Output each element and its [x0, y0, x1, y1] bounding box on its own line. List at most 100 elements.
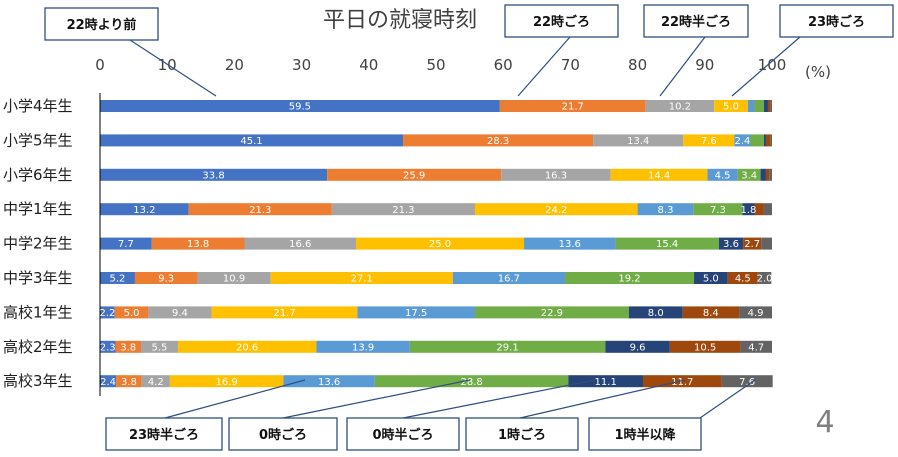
- value-label: 5.0: [703, 274, 719, 285]
- category-label: 中学3年生: [3, 269, 73, 287]
- value-label: 7.6: [701, 136, 717, 147]
- callout-box: [643, 4, 749, 38]
- bar-segment: [740, 340, 772, 353]
- callout-box: [105, 417, 223, 451]
- callout-leader-line: [129, 39, 217, 97]
- bar-segment: [628, 306, 683, 319]
- value-label: 8.4: [703, 308, 719, 319]
- category-label: 小学5年生: [3, 131, 73, 149]
- category-labels: 小学4年生小学5年生小学6年生中学1年生中学2年生中学3年生高校1年生高校2年生…: [3, 97, 73, 390]
- bar-segment: [100, 375, 117, 388]
- value-label: 21.3: [392, 205, 414, 216]
- callout-label: 23時半ごろ: [129, 427, 199, 443]
- value-label: 17.5: [405, 308, 427, 319]
- value-label: 13.9: [352, 342, 374, 353]
- callout-label: 22時半ごろ: [661, 14, 731, 30]
- callout-leader-line: [699, 379, 756, 419]
- bar-segment: [754, 100, 764, 112]
- x-tick-label: 100: [758, 56, 787, 74]
- bar-segment: [743, 237, 762, 250]
- category-label: 小学6年生: [3, 166, 73, 184]
- value-label: 25.0: [429, 239, 451, 250]
- callout-label: 0時半ごろ: [372, 427, 433, 443]
- category-label: 小学4年生: [3, 97, 73, 115]
- bar-segment: [197, 272, 271, 284]
- x-tick-label: 40: [359, 56, 378, 74]
- bar-segment: [114, 306, 149, 319]
- category-label: 高校3年生: [3, 372, 73, 390]
- value-label: 13.6: [318, 377, 340, 388]
- callout-leader-line: [659, 36, 706, 97]
- bar-segment: [244, 237, 357, 250]
- bar-segment: [615, 237, 719, 250]
- bar-segment: [524, 237, 616, 250]
- bar-segment: [403, 134, 594, 147]
- callout-label: 0時ごろ: [259, 427, 307, 443]
- callout-box: [779, 4, 894, 38]
- value-label: 3.8: [120, 342, 136, 353]
- bar-segment: [134, 272, 198, 284]
- bar-segment: [357, 306, 475, 319]
- bar-segment: [682, 306, 740, 319]
- value-label: 28.3: [487, 136, 509, 147]
- bar-segment: [565, 272, 695, 284]
- bar-segment: [188, 203, 332, 216]
- bar-segment: [148, 306, 212, 319]
- bar-segment: [761, 237, 772, 250]
- bar-segment: [669, 340, 741, 353]
- bar-segment: [763, 203, 772, 216]
- value-label: 15.4: [656, 239, 678, 250]
- bar-segment: [727, 272, 758, 284]
- bar-segment: [763, 134, 766, 147]
- value-label: 7.6: [739, 377, 755, 388]
- bar-segment: [177, 340, 317, 353]
- value-label: 3.8: [121, 377, 137, 388]
- value-label: 4.9: [748, 308, 764, 319]
- bar-segment: [474, 203, 638, 216]
- bar-segment: [331, 203, 475, 216]
- bar-segment: [568, 375, 643, 388]
- value-label: 2.3: [100, 342, 116, 353]
- value-label: 9.4: [172, 308, 188, 319]
- callout-label: 22時ごろ: [533, 14, 590, 30]
- chart-title: 平日の就寝時刻: [323, 8, 477, 33]
- bar-segment: [721, 375, 773, 388]
- value-label: 21.3: [249, 205, 271, 216]
- value-label: 5.5: [152, 342, 168, 353]
- bar-segment: [316, 340, 410, 353]
- bar-segment: [739, 306, 772, 319]
- bar-segment: [754, 203, 764, 216]
- bar-segment: [694, 272, 728, 284]
- value-label: 19.2: [618, 274, 640, 285]
- bar-segment: [169, 375, 284, 388]
- value-label: 11.7: [671, 377, 693, 388]
- value-label: 16.3: [545, 170, 567, 181]
- x-axis-ticks: 0 10 20 30 40 50 60 70 80 90 100: [95, 56, 786, 74]
- bar-segment: [100, 168, 328, 181]
- bar-segment: [100, 306, 115, 319]
- bar-segment: [760, 168, 766, 181]
- callout-label: 1時ごろ: [498, 427, 546, 443]
- bar-segment: [327, 168, 502, 181]
- bar-segment: [356, 237, 525, 250]
- value-label: 3.4: [741, 170, 757, 181]
- value-label: 13.8: [187, 239, 209, 250]
- bar-segment: [140, 340, 178, 353]
- bar-segment: [645, 100, 715, 112]
- bar-segment: [474, 306, 629, 319]
- bar-segment: [115, 340, 141, 353]
- bar-segment: [707, 168, 738, 181]
- bar-segment: [374, 375, 569, 388]
- value-label: 4.2: [148, 377, 164, 388]
- category-label: 高校2年生: [3, 338, 73, 356]
- x-tick-label: 90: [695, 56, 714, 74]
- callout-leader-line: [731, 36, 801, 97]
- callout-box: [346, 417, 460, 451]
- callout-leader-line: [282, 379, 471, 419]
- value-label: 2.4: [100, 377, 116, 388]
- bar-segment: [742, 203, 755, 216]
- value-label: 11.1: [595, 377, 617, 388]
- value-label: 8.0: [648, 308, 664, 319]
- value-label: 4.5: [735, 274, 751, 285]
- callout-label: 1時半以降: [614, 427, 676, 443]
